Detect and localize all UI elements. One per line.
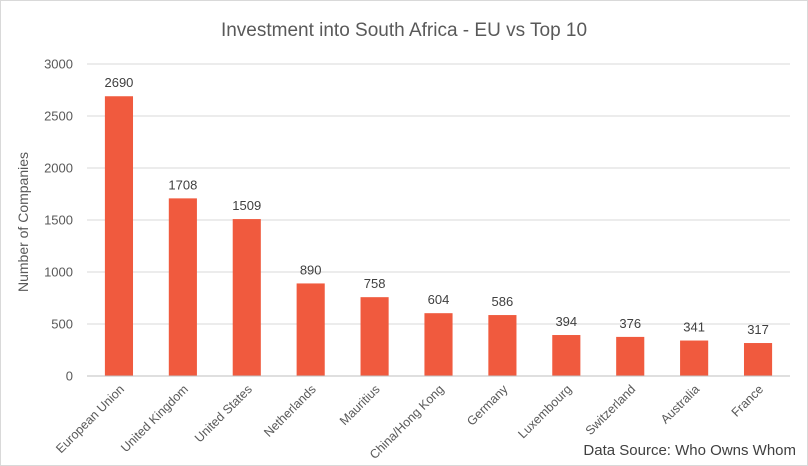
x-category-label: United States <box>192 382 255 445</box>
x-category-label: Switzerland <box>583 382 639 438</box>
data-label: 758 <box>364 276 386 291</box>
data-label: 890 <box>300 262 322 277</box>
bar <box>680 340 709 376</box>
bar <box>743 343 773 376</box>
x-category-label: Luxembourg <box>515 382 574 441</box>
x-category-label: European Union <box>53 382 127 456</box>
x-category-label: Germany <box>464 382 511 429</box>
bars <box>104 96 773 377</box>
y-tick-label: 500 <box>51 317 73 332</box>
y-tick-label: 1000 <box>44 265 73 280</box>
y-tick-label: 2000 <box>44 161 73 176</box>
bar <box>616 336 645 376</box>
x-category-label: Mauritius <box>337 382 383 428</box>
data-label: 604 <box>428 292 450 307</box>
y-axis-ticks: 0 500 1000 1500 2000 2500 3000 <box>44 57 73 384</box>
data-label: 1509 <box>232 198 261 213</box>
data-label: 317 <box>747 322 769 337</box>
bar <box>232 219 261 376</box>
x-category-label: United Kingdom <box>118 382 191 455</box>
bar <box>552 335 581 376</box>
bar <box>488 315 517 376</box>
y-tick-label: 1500 <box>44 213 73 228</box>
y-tick-label: 3000 <box>44 57 73 72</box>
x-category-label: Australia <box>658 382 702 426</box>
data-label: 2690 <box>104 75 133 90</box>
data-source-note: Data Source: Who Owns Whom <box>583 442 796 459</box>
data-labels: 2690 1708 1509 890 758 604 586 394 376 341 317 <box>104 75 768 337</box>
bar <box>104 96 134 377</box>
x-category-label: France <box>729 382 766 419</box>
data-label: 1708 <box>168 177 197 192</box>
data-label: 586 <box>492 294 514 309</box>
gridlines <box>87 63 790 325</box>
bar <box>296 283 325 376</box>
data-label: 394 <box>555 314 577 329</box>
x-category-label: Netherlands <box>261 382 319 440</box>
bar <box>168 198 197 376</box>
y-tick-label: 2500 <box>44 109 73 124</box>
bar <box>424 313 453 376</box>
data-label: 376 <box>619 316 641 331</box>
y-tick-label: 0 <box>66 369 73 384</box>
data-label: 341 <box>683 320 705 335</box>
y-axis-label: Number of Companies <box>15 152 31 292</box>
bar <box>360 297 389 376</box>
chart-title: Investment into South Africa - EU vs Top… <box>221 20 587 41</box>
